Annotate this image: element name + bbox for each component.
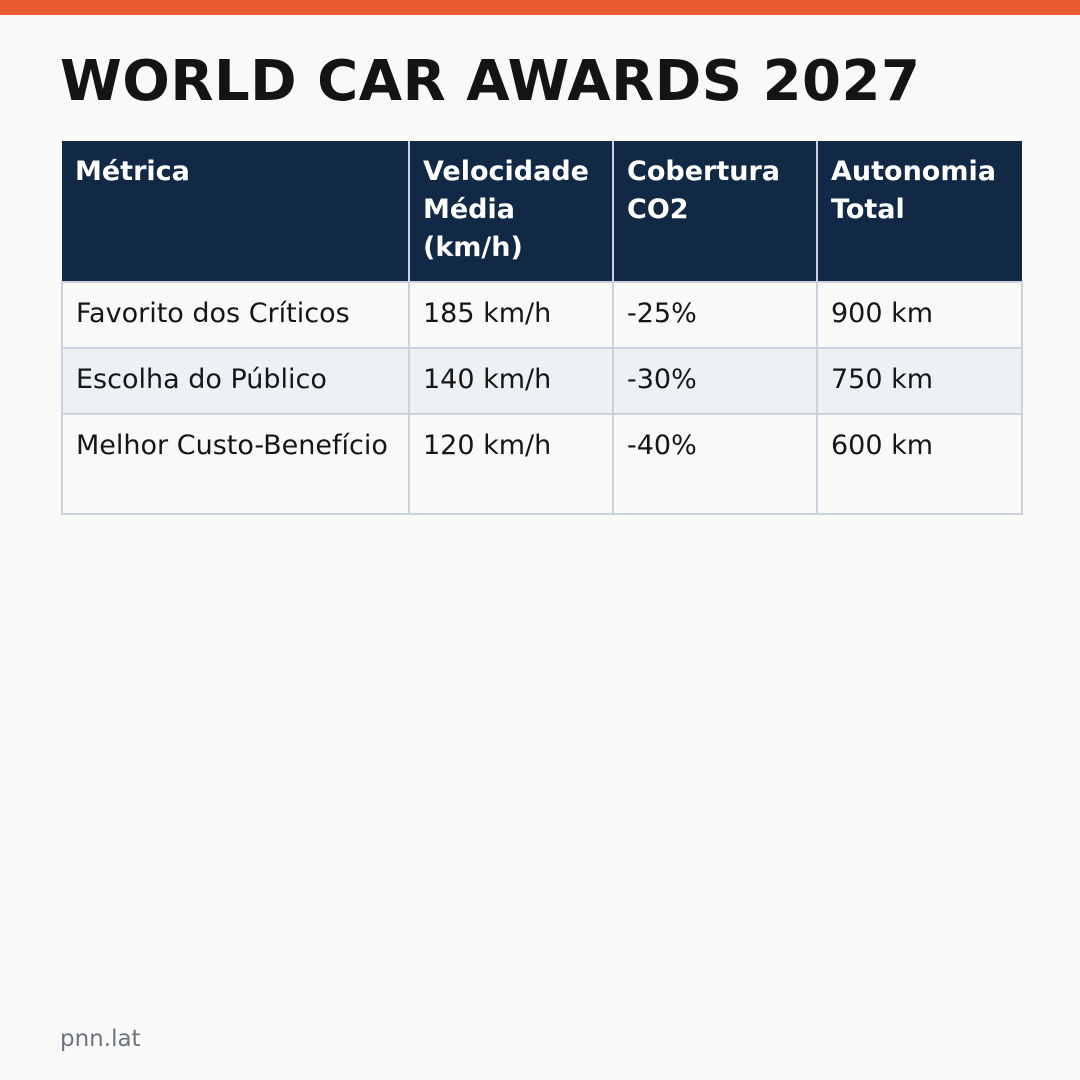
metric-cell: Escolha do Público bbox=[61, 347, 410, 415]
column-header-metric: Métrica bbox=[62, 141, 409, 282]
co2-coverage-cell: -25% bbox=[612, 281, 818, 349]
awards-table: Métrica Velocidade Média (km/h) Cobertur… bbox=[61, 141, 1023, 515]
co2-coverage-cell: -30% bbox=[612, 347, 818, 415]
table-header-row: Métrica Velocidade Média (km/h) Cobertur… bbox=[62, 141, 1022, 282]
page-title: WORLD CAR AWARDS 2027 bbox=[60, 49, 921, 114]
metric-cell: Melhor Custo-Benefício bbox=[61, 413, 410, 515]
average-speed-cell: 140 km/h bbox=[408, 347, 614, 415]
average-speed-cell: 120 km/h bbox=[408, 413, 614, 515]
table-row: Melhor Custo-Benefício 120 km/h -40% 600… bbox=[61, 413, 1023, 515]
table-row: Favorito dos Críticos 185 km/h -25% 900 … bbox=[61, 281, 1023, 349]
column-header-average-speed: Velocidade Média (km/h) bbox=[408, 141, 613, 282]
total-range-cell: 600 km bbox=[816, 413, 1023, 515]
average-speed-cell: 185 km/h bbox=[408, 281, 614, 349]
column-header-total-range: Autonomia Total bbox=[816, 141, 1022, 282]
metric-cell: Favorito dos Críticos bbox=[61, 281, 410, 349]
table-row: Escolha do Público 140 km/h -30% 750 km bbox=[61, 347, 1023, 415]
total-range-cell: 900 km bbox=[816, 281, 1023, 349]
co2-coverage-cell: -40% bbox=[612, 413, 818, 515]
total-range-cell: 750 km bbox=[816, 347, 1023, 415]
source-footer: pnn.lat bbox=[60, 1026, 141, 1052]
column-header-co2-coverage: Cobertura CO2 bbox=[612, 141, 817, 282]
top-accent-bar bbox=[0, 0, 1080, 15]
